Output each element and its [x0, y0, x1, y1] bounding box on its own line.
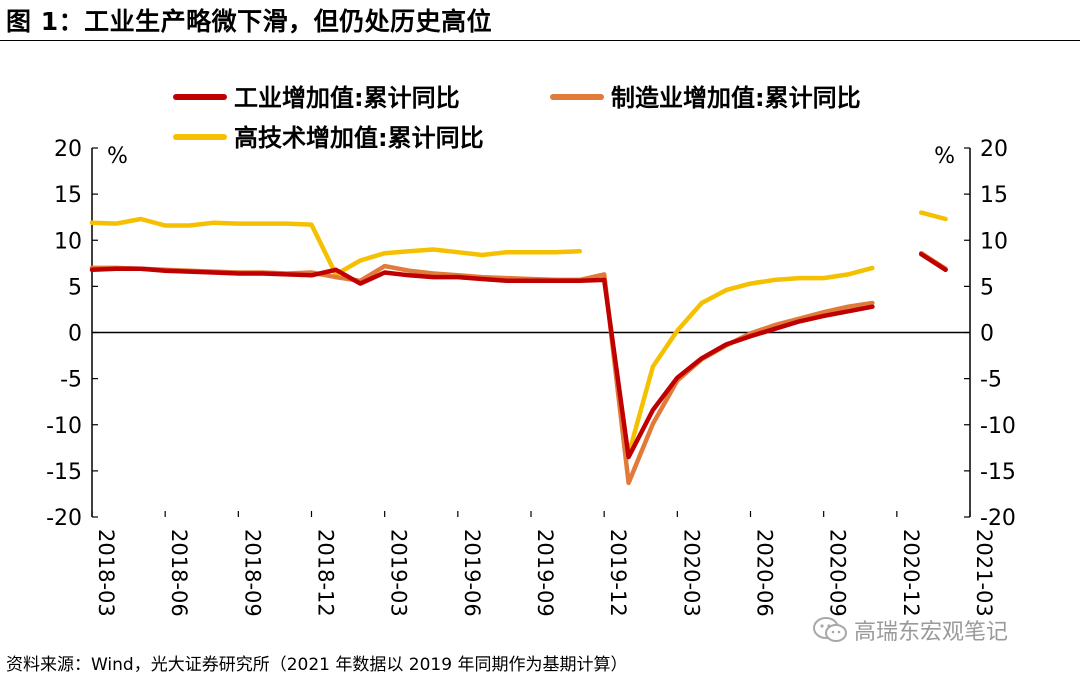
left-y-tick-label: -10 [46, 414, 82, 439]
watermark-text: 高瑞东宏观笔记 [854, 620, 1009, 645]
left-y-tick-label: 5 [68, 275, 82, 300]
right-y-tick-label: 10 [980, 229, 1008, 254]
x-tick-label: 2020-12 [899, 529, 923, 617]
left-y-tick-label: 20 [54, 137, 82, 162]
legend-label: 高技术增加值:累计同比 [234, 124, 484, 152]
x-tick-label: 2018-03 [94, 529, 118, 617]
left-y-tick-label: 15 [54, 183, 82, 208]
right-unit-label: % [934, 144, 955, 169]
left-y-tick-label: 0 [68, 322, 82, 347]
wechat-icon [813, 617, 847, 642]
left-y-tick-label: -5 [60, 368, 82, 393]
plot-area [89, 210, 948, 486]
series-line [89, 250, 948, 486]
x-tick-label: 2019-09 [533, 529, 557, 617]
x-tick-label: 2020-09 [826, 529, 850, 617]
source-note: 资料来源：Wind，光大证券研究所（2021 年数据以 2019 年同期作为基期… [6, 655, 628, 675]
figure-title: 图 1：工业生产略微下滑，但仍处历史高位 [6, 7, 493, 36]
left-unit-label: % [107, 144, 128, 169]
legend-label: 工业增加值:累计同比 [234, 84, 460, 112]
legend-label: 制造业增加值:累计同比 [611, 84, 861, 112]
right-y-tick-label: 0 [980, 322, 994, 347]
right-y-tick-label: 20 [980, 137, 1008, 162]
series-line [89, 210, 948, 457]
chart-axes: 20 20 15 15 10 10 5 5 0 0 -5 -5 -10 -10 -15 -15 -20 -20%%… [46, 137, 1016, 617]
title-divider [0, 40, 1080, 41]
x-tick-label: 2018-09 [240, 529, 264, 617]
x-tick-label: 2019-03 [387, 529, 411, 617]
legend-item: 制造业增加值:累计同比 [550, 84, 861, 112]
right-y-tick-label: 5 [980, 275, 994, 300]
legend-item: 工业增加值:累计同比 [173, 84, 460, 112]
right-y-tick-label: -20 [980, 506, 1016, 531]
left-y-tick-label: -20 [46, 506, 82, 531]
left-y-tick-label: 10 [54, 229, 82, 254]
watermark: 高瑞东宏观笔记 [812, 614, 1008, 646]
legend-item: 高技术增加值:累计同比 [173, 124, 484, 152]
x-tick-label: 2019-06 [460, 529, 484, 617]
x-tick-label: 2020-06 [753, 529, 777, 617]
x-tick-label: 2018-12 [314, 529, 338, 617]
x-tick-label: 2021-03 [972, 529, 996, 617]
x-tick-label: 2018-06 [167, 529, 191, 617]
left-y-tick-label: -15 [46, 460, 82, 485]
x-tick-label: 2019-12 [606, 529, 630, 617]
x-tick-label: 2020-03 [679, 529, 703, 617]
series-line [89, 251, 948, 460]
right-y-tick-label: -10 [980, 414, 1016, 439]
right-y-tick-label: 15 [980, 183, 1008, 208]
right-y-tick-label: -5 [980, 368, 1002, 393]
right-y-tick-label: -15 [980, 460, 1016, 485]
